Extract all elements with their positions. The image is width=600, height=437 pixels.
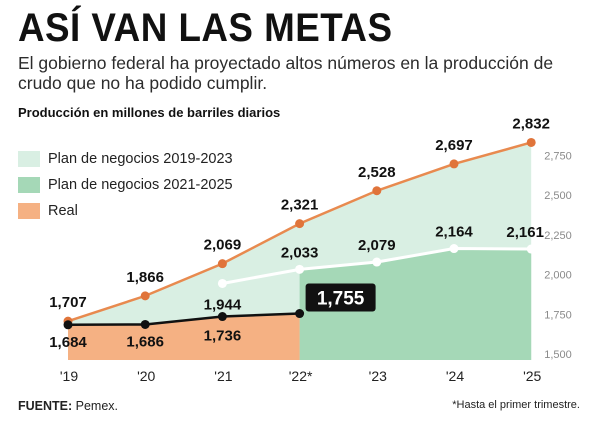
point-plan-2021 xyxy=(449,244,459,254)
legend-label-plan-2021: Plan de negocios 2021-2025 xyxy=(48,177,233,193)
data-label-plan-2019: 2,697 xyxy=(435,137,473,154)
data-label-plan-2019: 1,707 xyxy=(49,294,87,311)
point-plan-2021 xyxy=(526,244,536,254)
point-plan-2019 xyxy=(217,259,227,269)
point-plan-2021 xyxy=(372,257,382,267)
legend-swatch-plan-2021 xyxy=(18,177,40,193)
source-label: FUENTE: xyxy=(18,399,73,413)
data-label-real: 1,684 xyxy=(49,334,87,351)
data-label-plan-2019: 2,069 xyxy=(204,237,242,254)
point-real xyxy=(295,309,305,319)
data-label-plan-2019: 2,321 xyxy=(281,197,319,214)
data-label-plan-2021: 2,164 xyxy=(435,224,473,241)
chart-legend: Plan de negocios 2019-2023 Plan de negoc… xyxy=(18,146,233,224)
source-credit: FUENTE: Pemex. xyxy=(18,399,118,413)
legend-item-real: Real xyxy=(18,198,233,224)
y-tick-label: 2,000 xyxy=(544,270,572,282)
point-real xyxy=(63,320,73,330)
point-real xyxy=(217,312,227,322)
data-label-real-highlight: 1,755 xyxy=(317,289,365,310)
line-real xyxy=(67,312,300,327)
x-tick-label: '21 xyxy=(214,368,232,384)
data-label-plan-2021: 2,079 xyxy=(358,237,396,254)
data-label-plan-2019: 2,528 xyxy=(358,164,396,181)
legend-label-real: Real xyxy=(48,203,78,219)
data-label-plan-2021: 2,033 xyxy=(281,244,319,261)
page-subtitle: El gobierno federal ha proyectado altos … xyxy=(18,53,554,93)
data-label-plan-2019: 1,866 xyxy=(126,269,164,286)
point-plan-2019 xyxy=(526,137,536,147)
data-label-plan-2021: 2,161 xyxy=(506,224,544,241)
page-title: ASÍ VAN LAS METAS xyxy=(18,6,393,50)
point-real xyxy=(140,319,150,329)
point-plan-2019 xyxy=(140,291,150,301)
data-label-real-highlight-box xyxy=(305,283,376,312)
y-tick-label: 2,500 xyxy=(544,190,572,202)
x-tick-label: '19 xyxy=(60,368,78,384)
y-tick-label: 1,750 xyxy=(544,309,572,321)
data-label-plan-2019: 2,832 xyxy=(512,115,550,132)
point-plan-2021 xyxy=(217,278,227,288)
data-label-real: 1,686 xyxy=(126,333,164,350)
footnote: *Hasta el primer trimestre. xyxy=(452,399,580,411)
x-tick-label: '25 xyxy=(523,368,541,384)
x-tick-label: '22* xyxy=(289,368,313,384)
legend-swatch-plan-2019 xyxy=(18,151,40,167)
source-value: Pemex. xyxy=(72,399,119,413)
point-plan-2019 xyxy=(295,219,305,229)
x-tick-label: '20 xyxy=(137,368,155,384)
legend-swatch-real xyxy=(18,203,40,219)
x-tick-label: '24 xyxy=(446,368,464,384)
chart-unit-label: Producción en millones de barriles diari… xyxy=(18,105,281,120)
data-label-real: 1,736 xyxy=(204,328,242,345)
point-plan-2021 xyxy=(295,264,305,274)
y-tick-label: 2,250 xyxy=(544,230,572,242)
area-plan-2021 xyxy=(299,248,532,360)
legend-item-plan-2019: Plan de negocios 2019-2023 xyxy=(18,146,233,172)
legend-label-plan-2019: Plan de negocios 2019-2023 xyxy=(48,151,233,167)
y-tick-label: 2,750 xyxy=(544,151,572,163)
point-plan-2019 xyxy=(372,186,382,196)
x-tick-label: '23 xyxy=(369,368,387,384)
data-label-plan-2021: 1,944 xyxy=(204,296,242,313)
y-tick-label: 1,500 xyxy=(544,349,572,361)
legend-item-plan-2021: Plan de negocios 2021-2025 xyxy=(18,172,233,198)
point-plan-2019 xyxy=(449,159,459,169)
